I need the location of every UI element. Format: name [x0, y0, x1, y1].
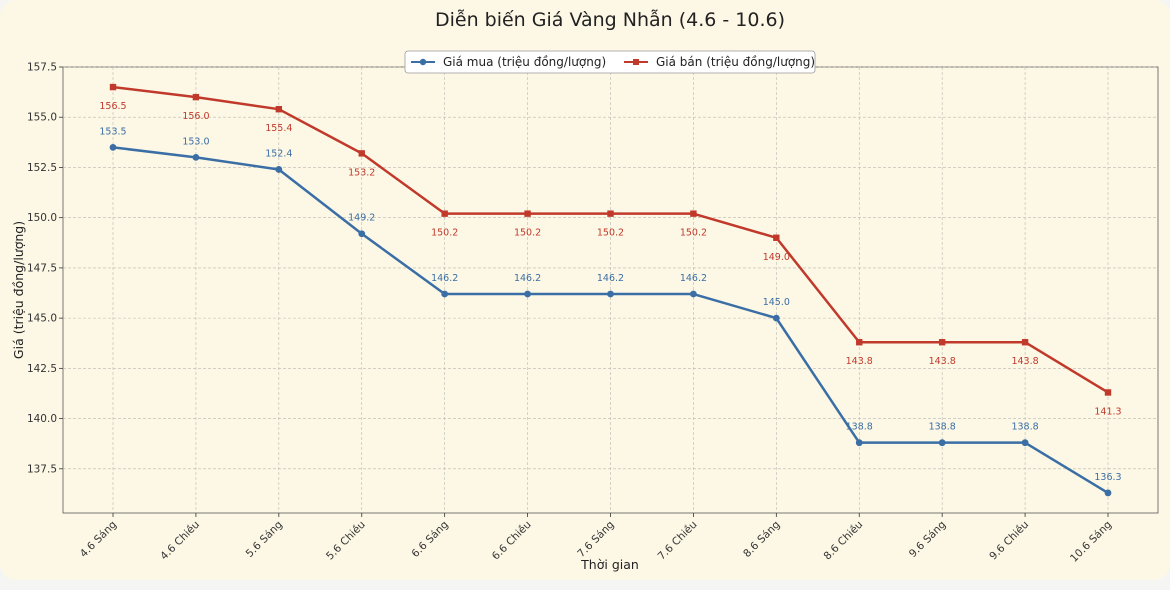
- x-axis-label: Thời gian: [580, 557, 639, 572]
- data-point: [524, 290, 531, 298]
- x-tick-label: 6.6 Sáng: [409, 519, 450, 560]
- data-point: [109, 83, 117, 91]
- y-axis-label: Giá (triệu đồng/lượng): [11, 221, 26, 359]
- data-labels: 153.5 153.0 152.4 149.2 146.2 146.2 146.2 146.2…: [99, 101, 1121, 483]
- data-label: 156.5: [99, 101, 126, 112]
- y-tick-label: 150.0: [27, 212, 57, 224]
- data-point: [938, 339, 946, 346]
- data-label: 149.0: [763, 252, 790, 263]
- data-label: 153.0: [182, 136, 209, 147]
- data-label: 138.8: [1011, 422, 1038, 433]
- data-label: 150.2: [597, 228, 624, 239]
- data-label: 150.2: [514, 228, 541, 239]
- legend-label-sell: Giá bán (triệu đồng/lượng): [656, 55, 815, 69]
- legend-label-buy: Giá mua (triệu đồng/lượng): [443, 55, 606, 69]
- data-point: [856, 339, 863, 346]
- data-label: 152.4: [265, 148, 292, 159]
- x-tick-label: 4.6 Chiều: [158, 519, 202, 563]
- data-label: 138.8: [846, 422, 873, 433]
- data-label: 150.2: [431, 228, 458, 239]
- series-layer: [109, 83, 1112, 497]
- x-tick-label: 7.6 Sáng: [575, 519, 616, 560]
- data-point: [773, 234, 780, 241]
- data-label: 145.0: [763, 297, 790, 308]
- data-point: [690, 290, 697, 298]
- data-point: [441, 210, 448, 217]
- data-label: 141.3: [1094, 406, 1121, 417]
- x-tick-label: 5.6 Chiều: [324, 519, 368, 563]
- data-point: [607, 290, 614, 298]
- data-label: 149.2: [348, 213, 375, 224]
- x-tick-label: 10.6 Sáng: [1068, 519, 1114, 565]
- data-point: [524, 210, 531, 217]
- data-point: [938, 439, 946, 447]
- x-tick-label: 6.6 Chiều: [490, 519, 534, 563]
- data-point: [441, 290, 449, 298]
- data-point: [275, 105, 283, 113]
- data-label: 146.2: [514, 273, 541, 284]
- data-label: 138.8: [929, 422, 956, 433]
- x-tick-label: 9.6 Chiều: [987, 519, 1031, 563]
- x-tick-label: 4.6 Sáng: [78, 519, 119, 560]
- data-point: [607, 210, 614, 217]
- data-label: 153.2: [348, 167, 375, 178]
- data-label: 153.5: [99, 126, 126, 137]
- y-tick-label: 155.0: [27, 112, 57, 124]
- data-label: 143.8: [846, 356, 873, 367]
- data-label: 146.2: [431, 273, 458, 284]
- y-tick-label: 142.5: [27, 363, 57, 375]
- data-label: 146.2: [680, 273, 707, 284]
- data-point: [192, 154, 200, 161]
- data-label: 146.2: [597, 273, 624, 284]
- data-label: 143.8: [929, 356, 956, 367]
- y-tick-label: 152.5: [27, 162, 57, 174]
- data-point: [772, 314, 780, 322]
- data-point: [855, 439, 863, 447]
- data-label: 143.8: [1011, 356, 1038, 367]
- data-point: [1021, 339, 1029, 346]
- legend-box: [404, 50, 816, 74]
- legend-marker-buy: [419, 58, 427, 66]
- data-point: [690, 210, 697, 217]
- data-point: [358, 230, 366, 238]
- legend: Giá mua (triệu đồng/lượng) Giá bán (triệ…: [404, 50, 816, 74]
- data-point: [1104, 389, 1112, 396]
- data-label: 150.2: [680, 228, 707, 239]
- x-tick-label: 8.6 Sáng: [741, 519, 782, 560]
- y-tick-label: 157.5: [27, 62, 57, 74]
- data-point: [192, 93, 200, 101]
- data-point: [109, 143, 117, 151]
- data-label: 155.4: [265, 123, 292, 134]
- y-tick-label: 147.5: [27, 262, 57, 274]
- y-tick-label: 140.0: [27, 413, 57, 425]
- x-tick-label: 5.6 Sáng: [244, 519, 285, 560]
- data-point: [275, 166, 283, 173]
- data-point: [1021, 439, 1029, 447]
- y-tick-label: 137.5: [27, 463, 57, 475]
- data-point: [358, 150, 365, 157]
- x-tick-label: 8.6 Chiều: [821, 519, 865, 563]
- x-tick-label: 9.6 Sáng: [907, 519, 948, 560]
- x-tick-label: 7.6 Chiều: [656, 519, 700, 563]
- y-axis-ticks: 137.5 140.0 142.5 145.0 147.5 150.0 152.5 155.0…: [27, 62, 63, 475]
- y-tick-label: 145.0: [27, 313, 57, 325]
- legend-marker-sell: [633, 59, 639, 65]
- data-point: [1104, 489, 1112, 497]
- chart-title: Diễn biến Giá Vàng Nhẫn (4.6 - 10.6): [435, 8, 785, 31]
- data-label: 156.0: [182, 111, 209, 122]
- data-label: 136.3: [1094, 472, 1121, 483]
